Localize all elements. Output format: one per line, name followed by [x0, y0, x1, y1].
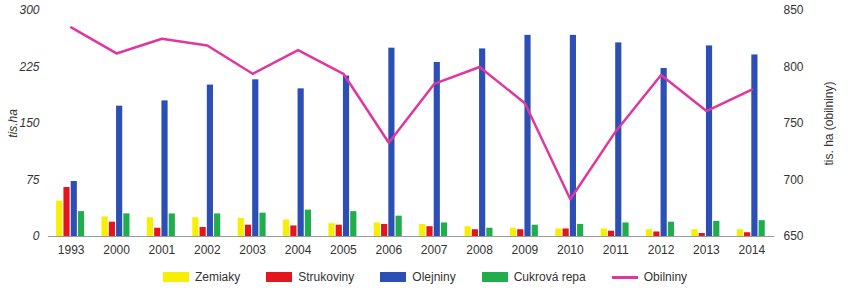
svg-text:tis. ha (obilniny): tis. ha (obilniny) — [822, 81, 836, 165]
html-text:Obilniny: Obilniny — [643, 270, 688, 284]
svg-text:75: 75 — [26, 173, 40, 187]
svg-text:2006: 2006 — [375, 243, 402, 257]
svg-text:2007: 2007 — [421, 243, 448, 257]
svg-text:tis.ha: tis.ha — [6, 109, 20, 138]
svg-text:750: 750 — [784, 116, 804, 130]
svg-text:2008: 2008 — [466, 243, 493, 257]
svg-text:225: 225 — [18, 60, 39, 74]
svg-text:1993: 1993 — [58, 243, 85, 257]
svg-text:150: 150 — [19, 116, 39, 130]
svg-text:2001: 2001 — [149, 243, 176, 257]
svg-text:0: 0 — [33, 229, 40, 243]
svg-text:2011: 2011 — [603, 243, 629, 257]
svg-text:2005: 2005 — [330, 243, 357, 257]
svg-text:2000: 2000 — [103, 243, 130, 257]
html-text:Olejniny: Olejniny — [412, 270, 456, 284]
svg-text:2004: 2004 — [285, 243, 312, 257]
svg-text:2009: 2009 — [512, 243, 539, 257]
svg-text:300: 300 — [19, 3, 39, 17]
svg-text:2014: 2014 — [738, 243, 765, 257]
html-text:Strukoviny: Strukoviny — [298, 270, 355, 284]
svg-text:700: 700 — [784, 173, 804, 187]
html-text:Zemiaky: Zemiaky — [194, 270, 241, 284]
svg-text:2013: 2013 — [693, 243, 720, 257]
svg-text:800: 800 — [784, 60, 804, 74]
svg-text:850: 850 — [784, 3, 804, 17]
svg-text:650: 650 — [784, 229, 804, 243]
svg-text:2010: 2010 — [557, 243, 584, 257]
html-text:Cukrová repa: Cukrová repa — [513, 270, 586, 284]
svg-text:2003: 2003 — [239, 243, 266, 257]
svg-text:2002: 2002 — [194, 243, 221, 257]
svg-text:2012: 2012 — [648, 243, 675, 257]
